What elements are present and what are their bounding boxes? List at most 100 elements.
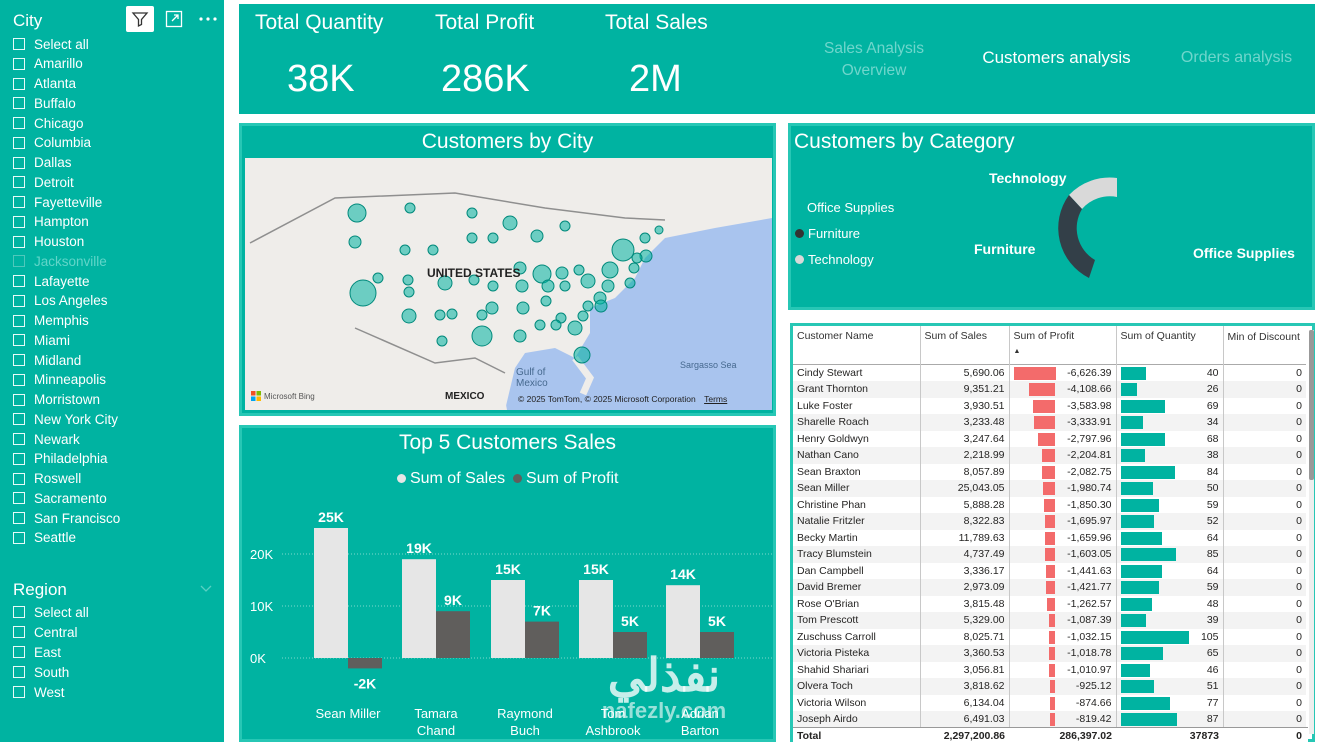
header-sum-sales[interactable]: Sum of Sales: [920, 326, 1010, 364]
city-bubble[interactable]: [434, 309, 446, 321]
table-row[interactable]: David Bremer 2,973.09 -1,421.77 59 0: [793, 579, 1306, 596]
city-bubble[interactable]: [631, 252, 643, 264]
checkbox-icon[interactable]: [13, 373, 25, 386]
table-row[interactable]: Dan Campbell 3,336.17 -1,441.63 64 0: [793, 562, 1306, 579]
checkbox-icon[interactable]: [13, 686, 25, 698]
table-row[interactable]: Victoria Pisteka 3,360.53 -1,018.78 65 0: [793, 645, 1306, 662]
checkbox-icon[interactable]: [13, 492, 25, 505]
header-sum-profit[interactable]: Sum of Profit ▲: [1009, 326, 1117, 364]
profit-bar[interactable]: [700, 632, 734, 658]
city-option[interactable]: Newark: [13, 430, 80, 448]
city-bubble[interactable]: [401, 308, 417, 324]
table-row[interactable]: Zuschuss Carroll 8,025.71 -1,032.15 105 0: [793, 628, 1306, 645]
table-scrollbar-thumb[interactable]: [1309, 330, 1314, 480]
city-bubble[interactable]: [555, 266, 569, 280]
top5-bar-chart[interactable]: 20K 10K 0K 25K -2K Sean Miller 19K 9K Tamara Chan…: [242, 428, 773, 739]
city-option[interactable]: Memphis: [13, 312, 89, 330]
table-row[interactable]: Rose O'Brian 3,815.48 -1,262.57 48 0: [793, 595, 1306, 612]
city-bubble[interactable]: [437, 275, 453, 291]
map-canvas[interactable]: UNITED STATES MEXICO Gulf of Mexico Sarg…: [245, 158, 772, 410]
city-bubble[interactable]: [476, 309, 488, 321]
city-bubble[interactable]: [573, 346, 591, 364]
table-row[interactable]: Cindy Stewart 5,690.06 -6,626.39 40 0: [793, 364, 1306, 381]
city-bubble[interactable]: [601, 261, 619, 279]
city-bubble[interactable]: [530, 229, 544, 243]
city-option[interactable]: Jacksonville: [13, 252, 107, 270]
table-scrollbar-track[interactable]: [1309, 330, 1314, 734]
city-bubble[interactable]: [348, 235, 362, 249]
city-bubble[interactable]: [466, 207, 478, 219]
city-bubble[interactable]: [580, 273, 596, 289]
city-bubble[interactable]: [436, 335, 448, 347]
city-bubble[interactable]: [372, 272, 384, 284]
city-option[interactable]: Midland: [13, 351, 81, 369]
city-bubble[interactable]: [466, 232, 478, 244]
city-option[interactable]: Roswell: [13, 470, 81, 488]
city-bubble[interactable]: [654, 225, 664, 235]
city-bubble[interactable]: [559, 280, 571, 292]
sales-bar[interactable]: [666, 585, 700, 658]
city-option[interactable]: Philadelphia: [13, 450, 108, 468]
checkbox-icon[interactable]: [13, 57, 25, 70]
sales-bar[interactable]: [314, 528, 348, 658]
chevron-down-icon[interactable]: [200, 580, 212, 598]
city-option[interactable]: Los Angeles: [13, 292, 108, 310]
city-bubble[interactable]: [427, 244, 439, 256]
table-row[interactable]: Victoria Wilson 6,134.04 -874.66 77 0: [793, 694, 1306, 711]
table-row[interactable]: Sharelle Roach 3,233.48 -3,333.91 34 0: [793, 414, 1306, 431]
table-row[interactable]: Tom Prescott 5,329.00 -1,087.39 39 0: [793, 612, 1306, 629]
table-row[interactable]: Grant Thornton 9,351.21 -4,108.66 26 0: [793, 381, 1306, 398]
nav-sales-overview-button[interactable]: Sales Analysis Overview: [809, 38, 939, 82]
city-bubble[interactable]: [559, 220, 571, 232]
table-row[interactable]: Luke Foster 3,930.51 -3,583.98 69 0: [793, 397, 1306, 414]
nav-orders-button[interactable]: Orders analysis: [1180, 49, 1293, 66]
city-bubble[interactable]: [550, 319, 562, 331]
city-bubble[interactable]: [513, 261, 527, 275]
city-option[interactable]: Houston: [13, 233, 84, 251]
checkbox-icon[interactable]: [13, 606, 25, 618]
city-bubble[interactable]: [573, 264, 585, 276]
city-bubble[interactable]: [471, 325, 493, 347]
checkbox-icon[interactable]: [13, 156, 25, 169]
city-option[interactable]: Detroit: [13, 173, 74, 191]
table-row[interactable]: Natalie Fritzler 8,322.83 -1,695.97 52 0: [793, 513, 1306, 530]
checkbox-icon[interactable]: [13, 626, 25, 638]
table-row[interactable]: Henry Goldwyn 3,247.64 -2,797.96 68 0: [793, 430, 1306, 447]
city-bubble[interactable]: [404, 202, 416, 214]
city-bubble[interactable]: [582, 300, 594, 312]
nav-customers-button[interactable]: Customers analysis: [982, 48, 1131, 67]
table-row[interactable]: Joseph Airdo 6,491.03 -819.42 87 0: [793, 711, 1306, 728]
checkbox-icon[interactable]: [13, 666, 25, 678]
city-option[interactable]: Lafayette: [13, 272, 90, 290]
city-bubble[interactable]: [541, 279, 555, 293]
profit-bar[interactable]: [348, 658, 382, 669]
city-bubble[interactable]: [516, 301, 530, 315]
region-option[interactable]: South: [13, 663, 69, 681]
city-option[interactable]: New York City: [13, 410, 118, 428]
city-bubble[interactable]: [534, 319, 546, 331]
checkbox-icon[interactable]: [13, 136, 25, 149]
table-row[interactable]: Sean Braxton 8,057.89 -2,082.75 84 0: [793, 463, 1306, 480]
city-bubble[interactable]: [399, 244, 411, 256]
city-option[interactable]: Buffalo: [13, 94, 76, 112]
city-bubble[interactable]: [487, 280, 499, 292]
region-option[interactable]: West: [13, 683, 65, 701]
checkbox-icon[interactable]: [13, 452, 25, 465]
checkbox-icon[interactable]: [13, 472, 25, 485]
city-bubble[interactable]: [624, 277, 636, 289]
city-bubble[interactable]: [402, 274, 414, 286]
checkbox-icon[interactable]: [13, 433, 25, 445]
checkbox-icon[interactable]: [13, 196, 25, 208]
region-option[interactable]: East: [13, 643, 61, 661]
city-bubble[interactable]: [349, 279, 377, 307]
city-bubble[interactable]: [347, 203, 367, 223]
focus-mode-icon[interactable]: [160, 6, 188, 32]
city-bubble[interactable]: [567, 320, 583, 336]
sales-bar[interactable]: [402, 559, 436, 658]
checkbox-icon[interactable]: [13, 275, 25, 287]
city-option[interactable]: Minneapolis: [13, 371, 106, 389]
city-bubble[interactable]: [485, 301, 499, 315]
more-options-icon[interactable]: [194, 6, 222, 32]
city-bubble[interactable]: [594, 299, 608, 313]
city-bubble[interactable]: [403, 286, 415, 298]
